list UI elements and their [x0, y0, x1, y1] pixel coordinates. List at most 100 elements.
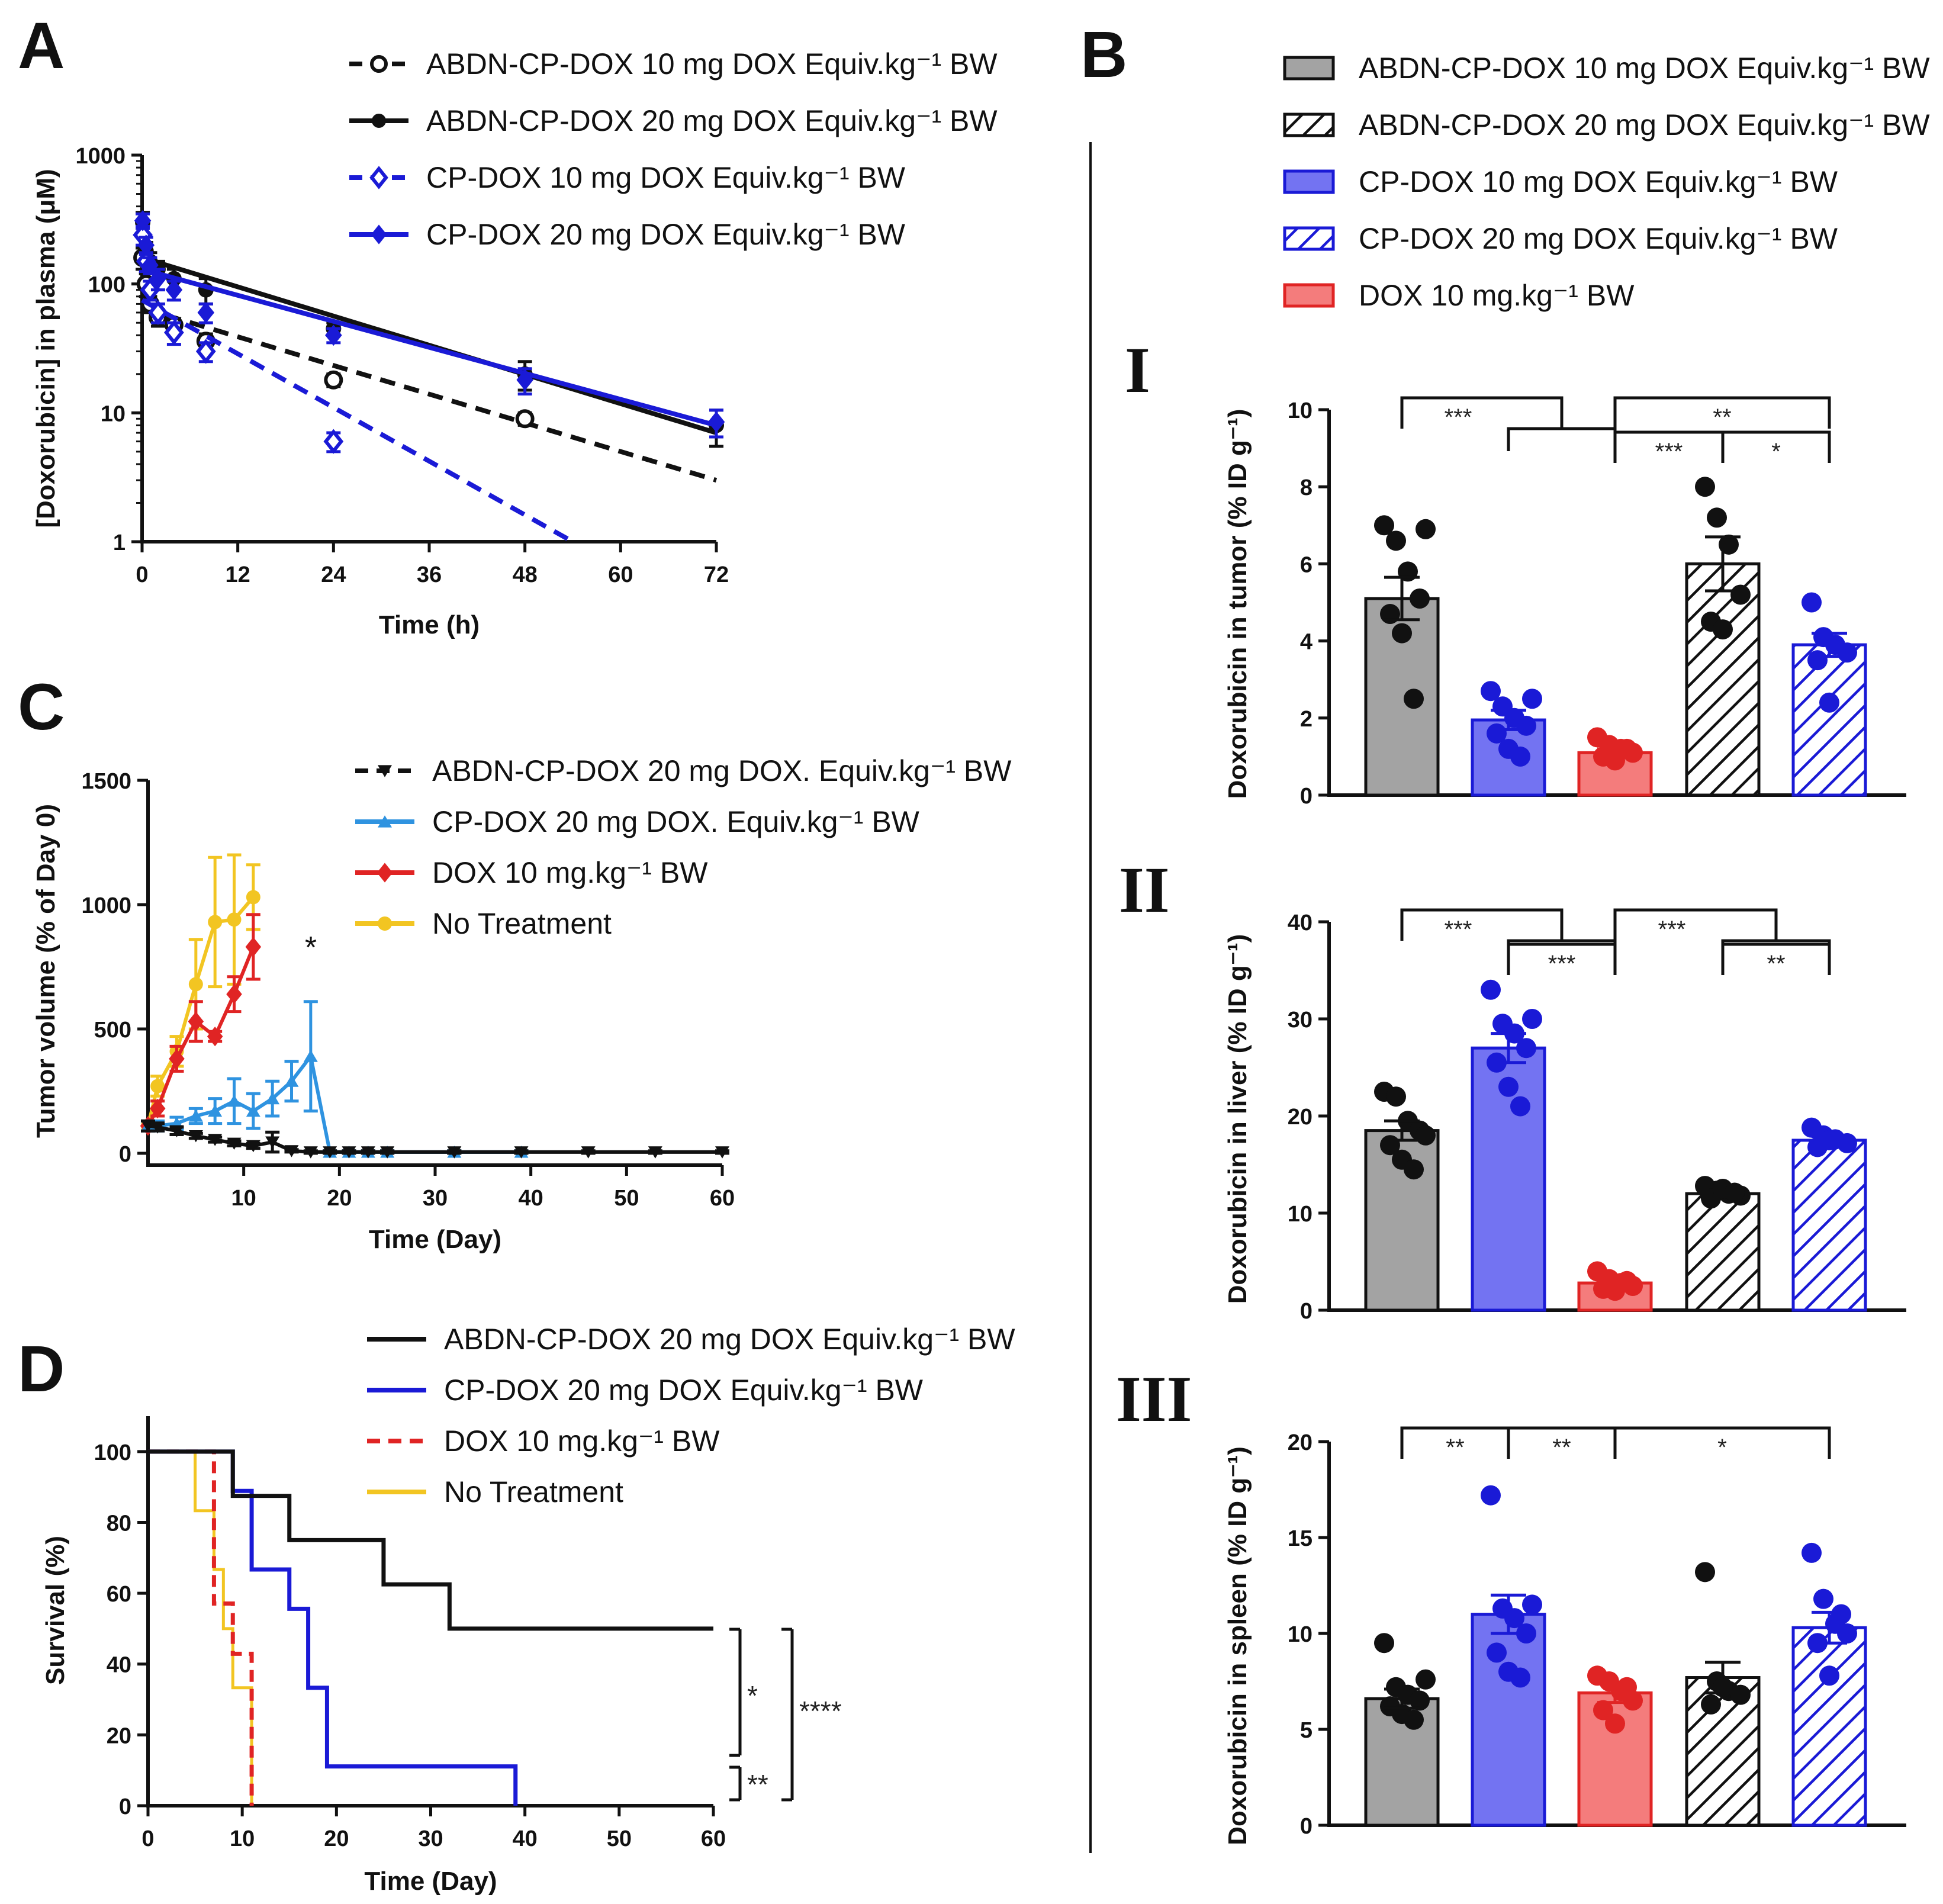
c-data-point [246, 1104, 260, 1117]
c-data-point [715, 1146, 729, 1159]
c-data-point [648, 1146, 662, 1159]
b3-data-point [1410, 1690, 1430, 1711]
c-data-point [169, 1125, 184, 1137]
d-legend-2-label: DOX 10 mg.kg⁻¹ BW [444, 1424, 720, 1458]
b1-sig-label-0: *** [1445, 404, 1472, 430]
c-legend-0-marker [378, 765, 392, 777]
a-fit-line-0 [141, 305, 718, 483]
a-legend-2-label: CP-DOX 10 mg DOX Equiv.kg⁻¹ BW [426, 161, 906, 194]
a-xtick-label: 0 [136, 562, 148, 587]
b2-data-point [1404, 1159, 1424, 1180]
a-data-point [148, 300, 168, 326]
c-data-point [208, 1104, 223, 1117]
d-y-axis-title: Survival (%) [41, 1536, 70, 1685]
b3-bar-2 [1577, 1691, 1653, 1827]
b-legend-swatch-4 [1283, 283, 1335, 308]
d-ytick-label: 80 [107, 1511, 131, 1536]
c-data-point [284, 1075, 299, 1087]
c-data-point [227, 1095, 242, 1107]
c-xtick-label: 60 [710, 1186, 735, 1211]
b3-data-point [1510, 1667, 1530, 1688]
b2-ytick-label: 40 [1288, 911, 1313, 935]
b-legend-swatch-2 [1283, 169, 1335, 194]
b2-sig-bracket-0 [1400, 908, 1564, 941]
c-data-point [226, 984, 242, 1004]
b3-data-point [1730, 1684, 1751, 1705]
a-ytick-label: 1 [113, 530, 126, 555]
b1-roman-label: I [1125, 334, 1150, 406]
a-data-point [707, 411, 725, 433]
c-data-point [246, 890, 260, 905]
b2-sig-label-1: *** [1548, 951, 1576, 977]
d-xtick-label: 60 [701, 1826, 726, 1851]
c-annotation: * [305, 931, 317, 965]
b2-ytick-label: 10 [1288, 1202, 1313, 1227]
a-legend-0-marker [370, 55, 388, 73]
a-data-point [137, 234, 155, 256]
b3-sig-bracket-2 [1613, 1426, 1831, 1459]
b-legend-swatch-1 [1283, 112, 1335, 137]
b3-sig-label-0: ** [1446, 1435, 1464, 1461]
c-legend-3-marker [378, 916, 392, 931]
b3-sig-label-1: ** [1552, 1435, 1571, 1461]
b2-sig-label-2: *** [1658, 916, 1686, 943]
b1-data-point [1416, 519, 1436, 539]
b1-ytick-label: 2 [1300, 707, 1313, 732]
b1-data-point [1410, 588, 1430, 609]
a-legend-0-label: ABDN-CP-DOX 10 mg DOX Equiv.kg⁻¹ BW [426, 47, 998, 81]
b1-data-point [1802, 592, 1822, 613]
b1-sig-label-1: ** [1713, 404, 1731, 430]
b1-data-point [1713, 619, 1733, 640]
c-data-point [169, 1049, 185, 1069]
d-sig-label-2: **** [799, 1696, 842, 1726]
b2-sig-bracket-2 [1613, 908, 1778, 941]
b1-data-point [1374, 515, 1394, 536]
c-data-point [227, 912, 242, 927]
a-data-point [134, 210, 152, 231]
b1-data-point [1522, 689, 1542, 709]
a-data-point [195, 339, 216, 364]
a-data-point [515, 409, 535, 429]
c-data-point [208, 1134, 223, 1146]
b1-ytick-label: 0 [1300, 784, 1313, 809]
b1-data-point [1819, 692, 1839, 713]
b1-sig-label-2: *** [1655, 439, 1683, 465]
c-data-point [380, 1146, 395, 1159]
b1-sig-bracket-0 [1400, 396, 1564, 429]
a-legend-1-marker [372, 114, 386, 128]
d-sig-label-1: * [747, 1680, 758, 1711]
b3-data-point [1374, 1633, 1394, 1654]
b3-ytick-label: 0 [1300, 1814, 1313, 1839]
d-legend-1-label: CP-DOX 20 mg DOX Equiv.kg⁻¹ BW [444, 1374, 924, 1407]
c-data-point [188, 977, 203, 992]
b2-roman-label: II [1119, 854, 1170, 926]
a-data-point [165, 279, 183, 301]
c-xtick-label: 30 [423, 1186, 448, 1211]
panel-label-b: B [1080, 18, 1127, 91]
c-data-point [246, 1140, 260, 1153]
b2-data-point [1522, 1009, 1542, 1029]
b1-data-point [1392, 623, 1412, 644]
b3-ytick-label: 10 [1288, 1622, 1313, 1647]
c-legend-2-label: DOX 10 mg.kg⁻¹ BW [432, 856, 708, 889]
b2-sig-label-3: ** [1767, 951, 1785, 977]
d-ytick-label: 20 [107, 1723, 131, 1748]
b-legend-label-3: CP-DOX 20 mg DOX Equiv.kg⁻¹ BW [1359, 222, 1838, 255]
d-survival-curve-3 [148, 1450, 253, 1806]
c-data-point [303, 1050, 318, 1062]
d-ytick-label: 40 [107, 1653, 131, 1678]
b1-y-axis-title: Doxorubicin in tumor (% ID g⁻¹) [1223, 409, 1252, 799]
b2-ytick-label: 20 [1288, 1105, 1313, 1130]
b3-data-point [1481, 1485, 1501, 1506]
panel-label-d: D [18, 1333, 65, 1406]
b1-data-point [1730, 584, 1751, 605]
b3-data-point [1831, 1604, 1851, 1625]
c-data-point [188, 1011, 204, 1032]
c-data-point [207, 1026, 223, 1047]
b3-data-point [1701, 1694, 1721, 1715]
b1-ytick-label: 6 [1300, 552, 1313, 577]
a-data-point [149, 268, 167, 290]
a-legend-1-label: ABDN-CP-DOX 20 mg DOX Equiv.kg⁻¹ BW [426, 104, 998, 137]
b2-data-point [1498, 1076, 1519, 1097]
